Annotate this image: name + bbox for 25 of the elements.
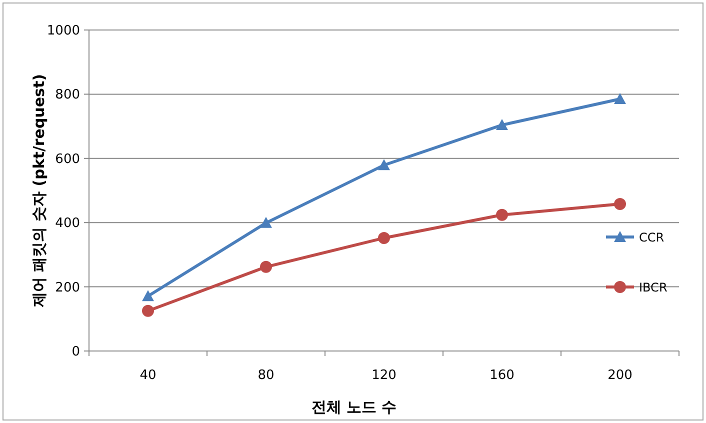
x-axis-title: 전체 노드 수 <box>311 398 397 416</box>
x-tick-label: 120 <box>372 368 396 383</box>
y-axis-title: 제어 패킷의 숫자 (pkt/request) <box>30 74 48 308</box>
y-tick-label: 1000 <box>46 24 80 38</box>
x-tick-label: 160 <box>490 368 514 383</box>
legend-label: IBCR <box>639 280 668 294</box>
y-tick-label: 200 <box>55 280 80 296</box>
point <box>614 93 626 104</box>
point <box>260 260 272 273</box>
point <box>496 208 508 221</box>
point <box>378 232 390 244</box>
x-tick-label: 40 <box>140 368 156 383</box>
y-tick-label: 600 <box>55 152 80 167</box>
x-tick-label: 80 <box>258 368 274 383</box>
point <box>142 290 154 302</box>
point <box>614 198 626 210</box>
y-tick-label: 0 <box>72 344 80 360</box>
point <box>142 304 154 317</box>
point <box>378 159 390 170</box>
legend-label: CCR <box>639 230 664 244</box>
y-tick-label: 800 <box>55 88 80 103</box>
x-tick-label: 200 <box>608 368 632 383</box>
point <box>496 119 508 130</box>
y-tick-label: 400 <box>55 216 80 232</box>
point <box>260 216 272 228</box>
